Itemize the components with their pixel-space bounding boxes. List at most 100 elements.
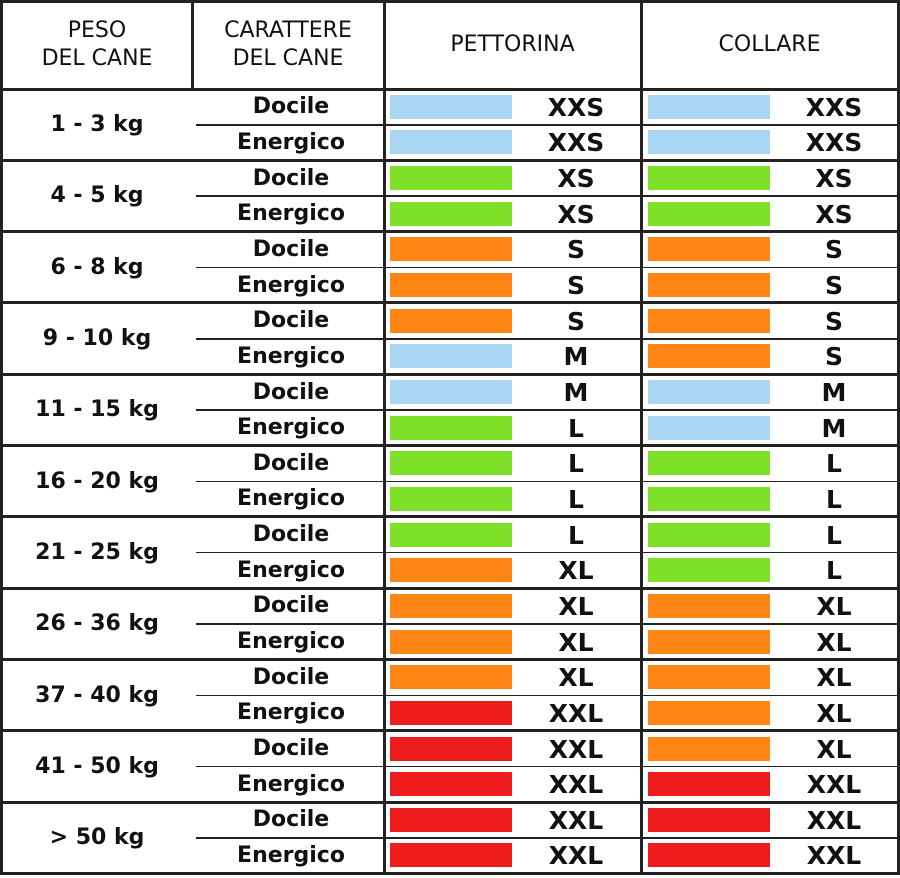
column-divider-harness [640,0,643,874]
weight-label: 41 - 50 kg [35,753,159,779]
collar-size: S [824,342,843,372]
row-divider [196,551,898,554]
collar-color-swatch [648,166,770,191]
row-divider [196,480,898,483]
header-temperament: CARATTERE DEL CANE [224,18,352,71]
collar-color-swatch [648,237,770,262]
group-divider [2,87,898,91]
collar-color-swatch [648,843,770,868]
column-divider-weight [191,0,194,89]
collar-color-swatch [648,308,770,333]
harness-size: XXL [548,805,604,835]
temperament-label: Docile [252,450,330,476]
harness-color-swatch [390,273,512,298]
collar-color-swatch [648,665,770,690]
group-divider [2,800,898,804]
collar-color-swatch [648,558,770,583]
weight-label: 16 - 20 kg [35,468,159,494]
collar-size: S [824,306,843,336]
harness-color-swatch [390,807,512,832]
harness-size: L [568,413,584,443]
row-divider [196,837,898,839]
harness-color-swatch [390,772,512,797]
collar-color-swatch [648,629,770,654]
row-divider [196,694,898,697]
temperament-label: Docile [252,736,330,761]
collar-color-swatch [648,273,770,298]
temperament-label: Energico [237,129,345,155]
collar-size: L [826,520,842,550]
collar-color-swatch [648,94,770,119]
group-divider [2,230,898,234]
temperament-label: Energico [237,700,345,726]
row-divider [196,623,898,625]
column-divider-temperament [383,0,386,874]
collar-color-swatch [648,380,770,405]
weight-label: 1 - 3 kg [50,112,144,138]
harness-color-swatch [390,629,512,654]
table-border-left [0,0,3,876]
harness-size: XXL [548,698,604,728]
temperament-label: Energico [237,415,345,441]
weight-label: 26 - 36 kg [35,611,159,637]
row-divider [196,338,898,340]
collar-size: XS [815,199,853,229]
harness-color-swatch [390,380,512,405]
collar-color-swatch [648,736,770,761]
collar-size: XXS [805,128,863,158]
collar-size: XXL [806,770,862,800]
collar-color-swatch [648,772,770,797]
collar-color-swatch [648,451,770,476]
harness-size: XL [558,663,594,693]
harness-size: XXL [548,734,604,764]
table-border-bottom [0,872,900,876]
group-divider [2,515,898,519]
weight-label: > 50 kg [49,825,145,851]
temperament-label: Docile [252,593,330,619]
row-divider [196,765,898,768]
group-divider [2,657,898,661]
harness-color-swatch [390,558,512,583]
harness-color-swatch [390,700,512,725]
row-divider [196,409,898,411]
harness-color-swatch [390,201,512,226]
collar-color-swatch [648,700,770,725]
temperament-label: Energico [237,486,345,512]
group-divider [2,372,898,376]
temperament-label: Docile [252,664,330,690]
harness-size: XXL [548,770,604,800]
harness-size: L [568,520,584,550]
collar-size: XL [816,698,852,728]
weight-label: 21 - 25 kg [35,539,159,565]
temperament-label: Energico [237,842,345,868]
temperament-label: Docile [252,522,330,548]
harness-color-swatch [390,344,512,369]
collar-color-swatch [648,486,770,511]
harness-size: S [566,235,585,265]
header-collar: COLLARE [718,32,821,57]
temperament-label: Docile [252,379,330,405]
group-divider [2,158,898,162]
collar-size: XS [815,164,853,194]
collar-color-swatch [648,201,770,226]
temperament-label: Docile [252,807,330,833]
temperament-label: Energico [237,272,345,298]
harness-color-swatch [390,522,512,547]
weight-label: 37 - 40 kg [35,682,159,708]
harness-size: M [563,378,589,408]
temperament-label: Docile [252,308,330,334]
harness-size: XS [557,164,595,194]
harness-size: XS [557,199,595,229]
temperament-label: Energico [237,629,345,655]
harness-color-swatch [390,415,512,440]
harness-size: XL [558,627,594,657]
header-harness: PETTORINA [450,32,575,57]
collar-size: XL [816,734,852,764]
collar-size: L [826,449,842,479]
row-divider [196,124,898,126]
harness-size: L [568,484,584,514]
temperament-label: Docile [252,236,330,262]
collar-size: XXS [805,92,863,122]
collar-size: L [826,556,842,586]
harness-color-swatch [390,451,512,476]
